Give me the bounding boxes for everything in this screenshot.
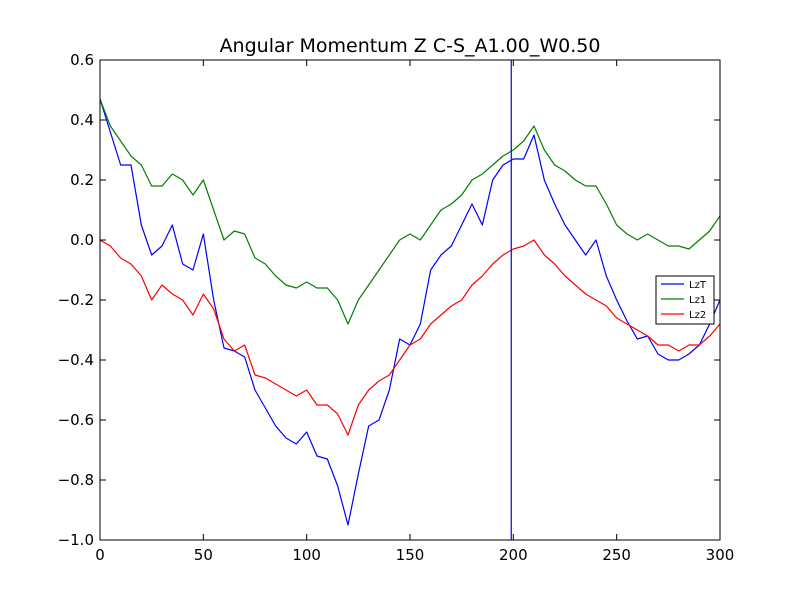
legend-label-lz2: Lz2 (689, 310, 706, 321)
y-tick-label: −0.6 (58, 411, 94, 429)
y-tick-label: 0.4 (70, 111, 94, 129)
y-tick-label: 0.2 (70, 171, 94, 189)
legend: LzT Lz1 Lz2 (655, 275, 715, 325)
axes: 0 50 100 150 200 250 300 −1.0 −0.8 −0.6 −0.4 −0.2 0.… (58, 51, 735, 564)
y-tick-label: 0.0 (70, 231, 94, 249)
y-tick-label: −0.4 (58, 351, 94, 369)
x-tick-label: 250 (602, 546, 631, 564)
plot-area (100, 60, 720, 540)
y-tick-label: 0.6 (70, 51, 94, 69)
y-tick-label: −1.0 (58, 531, 94, 549)
x-tick-label: 0 (95, 546, 105, 564)
series-line-lz2 (100, 239, 720, 436)
x-tick-label: 100 (292, 546, 321, 564)
y-tick-label: −0.2 (58, 291, 94, 309)
chart-title: Angular Momentum Z C-S_A1.00_W0.50 (220, 35, 601, 57)
x-tick-label: 200 (499, 546, 528, 564)
x-tick-label: 50 (194, 546, 213, 564)
x-tick-label: 300 (706, 546, 735, 564)
series-line-lz1 (100, 98, 720, 325)
legend-label-lzt: LzT (689, 280, 707, 291)
legend-label-lz1: Lz1 (689, 295, 706, 306)
x-tick-label: 150 (396, 546, 425, 564)
y-tick-label: −0.8 (58, 471, 94, 489)
